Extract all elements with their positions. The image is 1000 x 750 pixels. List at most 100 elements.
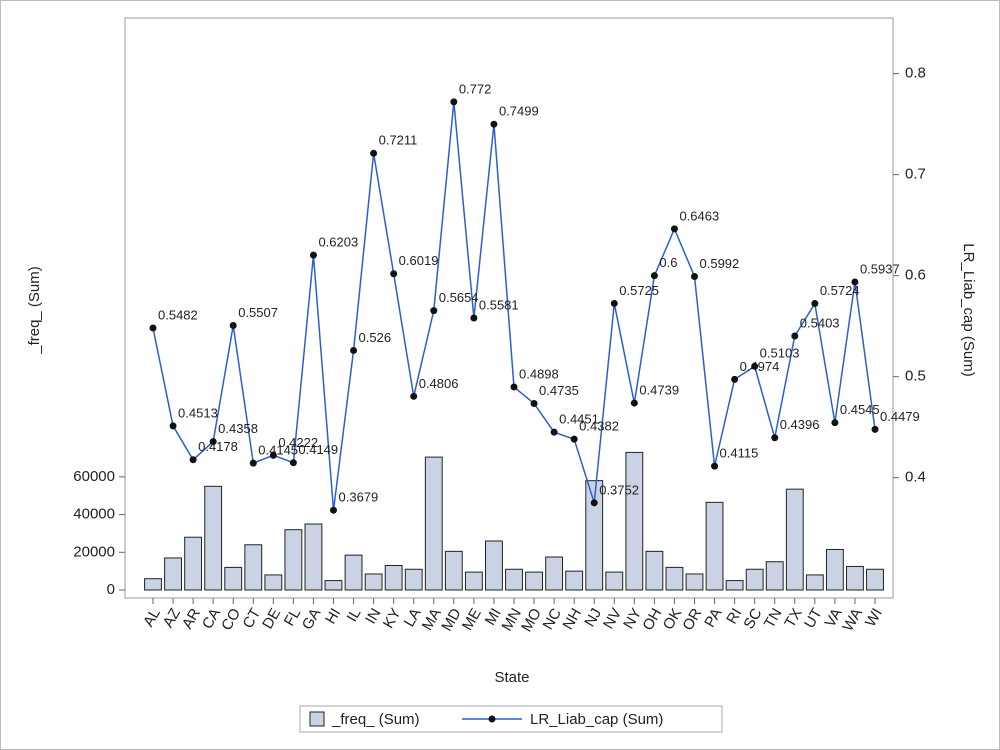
data-label: 0.6203	[318, 235, 358, 250]
bar	[485, 540, 503, 591]
data-label: 0.7211	[379, 133, 418, 148]
legend-label: LR_Liab_cap (Sum)	[530, 711, 663, 728]
data-label: 0.5403	[800, 315, 840, 330]
y2-axis-label: LR_Liab_cap (Sum)	[960, 243, 977, 376]
data-label: 0.526	[359, 330, 392, 345]
x-tick-label: WI	[862, 605, 886, 629]
data-label: 0.5654	[439, 290, 479, 305]
bar	[785, 488, 804, 591]
marker	[871, 425, 879, 433]
x-tick-label: NJ	[581, 605, 605, 629]
data-label: 0.5724	[820, 283, 860, 298]
marker	[490, 120, 498, 128]
x-tick-label: HI	[322, 605, 344, 626]
data-label: 0.6019	[399, 253, 439, 268]
bar	[204, 485, 223, 591]
bar	[384, 564, 403, 591]
bar	[404, 568, 423, 591]
data-label: 0.7499	[499, 104, 539, 119]
bar	[725, 580, 744, 591]
marker	[851, 278, 859, 286]
y-tick-label: 40000	[73, 506, 115, 523]
y-tick-label: 20000	[73, 543, 115, 560]
marker	[450, 98, 458, 106]
bar	[625, 451, 644, 591]
marker	[370, 149, 378, 157]
x-tick-label: LA	[401, 605, 425, 629]
bar	[866, 568, 884, 591]
bar	[164, 557, 182, 591]
data-label: 0.4545	[840, 402, 880, 417]
bar	[444, 550, 463, 591]
data-label: 0.4974	[740, 359, 780, 374]
data-label: 0.4222	[278, 435, 318, 450]
marker	[149, 324, 157, 332]
data-label: 0.6463	[679, 208, 719, 223]
marker	[691, 272, 698, 280]
y-axis-label: _freq_ (Sum)	[26, 266, 43, 355]
data-label: 0.3752	[599, 482, 639, 497]
marker	[309, 251, 317, 259]
bar	[264, 574, 283, 591]
bar	[284, 529, 303, 591]
data-label: 0.5103	[760, 346, 800, 361]
bar	[344, 554, 363, 591]
x-tick-label: RI	[723, 605, 745, 626]
data-label: 0.772	[459, 81, 492, 96]
bar	[825, 548, 844, 591]
bar	[765, 561, 784, 591]
data-label: 0.4735	[539, 383, 579, 398]
bar	[224, 566, 243, 591]
data-label: 0.4358	[218, 421, 258, 436]
data-label: 0.4115	[720, 446, 759, 461]
x-tick-label: AL	[140, 605, 164, 629]
bar	[605, 571, 624, 591]
bar	[184, 536, 203, 591]
data-label: 0.4806	[419, 376, 459, 391]
y-tick-label: 60000	[73, 468, 115, 485]
data-label: 0.4451	[559, 412, 599, 427]
bar	[464, 571, 483, 591]
data-label: 0.3679	[339, 490, 379, 505]
y2-tick-label: 0.7	[905, 166, 926, 183]
data-label: 0.5992	[700, 256, 740, 271]
data-label: 0.5725	[619, 283, 659, 298]
data-label: 0.4898	[519, 366, 559, 381]
data-label: 0.4739	[639, 383, 679, 398]
data-label: 0.5482	[158, 307, 198, 322]
bar	[645, 550, 664, 591]
x-axis-label: State	[494, 669, 529, 686]
bar	[805, 574, 824, 591]
marker	[189, 456, 197, 464]
marker	[350, 346, 358, 354]
marker	[711, 462, 719, 470]
y2-tick-label: 0.4	[905, 469, 926, 486]
bar	[705, 501, 724, 591]
data-label: 0.4513	[178, 405, 218, 420]
bar	[505, 568, 523, 591]
marker	[610, 299, 618, 307]
y2-tick-label: 0.6	[905, 267, 926, 284]
marker	[249, 459, 257, 467]
bar	[244, 544, 263, 591]
marker	[670, 225, 678, 233]
marker	[751, 362, 759, 370]
y2-tick-label: 0.5	[905, 368, 926, 385]
bar	[364, 573, 383, 591]
legend-marker	[488, 715, 496, 723]
data-label: 0.5581	[479, 297, 519, 312]
data-label: 0.4382	[579, 419, 619, 434]
y2-tick-label: 0.8	[905, 65, 926, 82]
bar	[565, 570, 584, 591]
marker	[390, 270, 398, 278]
bar	[324, 580, 343, 591]
marker	[209, 438, 217, 446]
marker	[771, 434, 779, 442]
bar	[545, 556, 564, 591]
marker	[229, 321, 237, 329]
marker	[330, 506, 337, 514]
marker	[831, 419, 839, 427]
bar	[144, 578, 162, 591]
